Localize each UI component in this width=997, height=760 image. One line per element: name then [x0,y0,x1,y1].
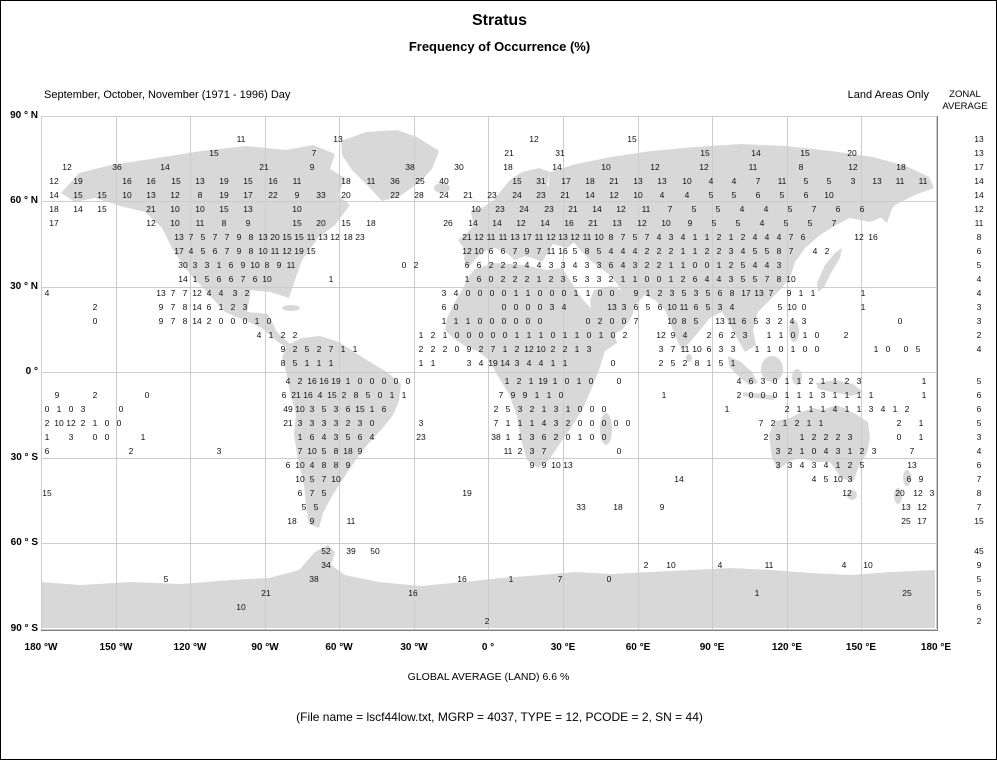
zonal-average-value: 45 [974,546,984,556]
latitude-label: 0 ° [25,366,38,377]
zonal-average-value: 6 [976,602,982,612]
zonal-average-value: 4 [976,274,982,284]
zonal-average-value: 7 [976,502,982,512]
latitude-label: 90 ° N [10,110,38,121]
continent-greenland [341,130,439,201]
map-frame [41,116,938,631]
island-new-zealand-north [903,470,911,486]
island-borneo [761,356,783,382]
zonal-average-value: 9 [976,560,982,570]
zonal-average-value: 8 [976,488,982,498]
longitude-label: 0 ° [481,642,495,653]
island-madagascar [600,413,612,445]
zonal-average-value: 3 [976,432,982,442]
world-map-continents [42,130,935,628]
coverage-label: Land Areas Only [847,89,929,101]
island-new-guinea [816,380,863,396]
island-sulawesi [792,369,802,385]
latitude-label: 60 ° N [10,195,38,206]
latitude-label: 30 ° N [10,281,38,292]
zonal-average-value: 5 [976,376,982,386]
continent-south-america [282,336,401,528]
continent-australia [769,405,870,482]
longitude-label: 120 °W [173,642,207,653]
continent-antarctica [42,545,935,628]
zonal-average-header-line2: AVERAGE [942,101,988,112]
page-subtitle: Frequency of Occurrence (%) [408,39,591,54]
zonal-average-header: ZONAL AVERAGE [936,89,994,113]
island-sumatra [728,356,758,385]
zonal-average-value: 5 [976,418,982,428]
zonal-average-value: 4 [976,344,982,354]
zonal-average-value: 2 [976,330,982,340]
zonal-average-value: 14 [974,176,984,186]
zonal-average-value: 13 [974,134,984,144]
island-japan [817,248,842,292]
longitude-label: 30 °W [400,642,428,653]
longitude-label: 120 °E [771,642,803,653]
period-label: September, October, November (1971 - 199… [44,89,291,101]
longitude-label: 60 °E [625,642,651,653]
zonal-average-value: 5 [976,574,982,584]
zonal-average-value: 3 [976,302,982,312]
island-sri-lanka [686,354,692,362]
longitude-label: 90 °W [251,642,279,653]
zonal-average-value: 11 [974,218,984,228]
longitude-label: 180 °W [24,642,58,653]
latitude-label: 60 ° S [10,537,38,548]
longitude-label: 150 °E [845,642,877,653]
continent-asia [548,144,934,352]
latitude-label: 90 ° S [10,623,38,634]
island-new-zealand-south [894,488,902,504]
island-cuba [282,305,300,311]
zonal-average-header-line1: ZONAL [949,89,981,100]
global-average-label: GLOBAL AVERAGE (LAND) 6.6 % [407,671,570,683]
zonal-average-value: 6 [976,404,982,414]
island-java [743,392,778,400]
zonal-average-value: 8 [976,232,982,242]
zonal-average-value: 17 [974,162,984,172]
island-tasmania [847,490,857,500]
zonal-average-value: 2 [976,616,982,626]
zonal-average-value: 12 [974,204,984,214]
longitude-label: 150 °W [99,642,133,653]
continent-north-america [61,145,350,351]
continent-africa [445,263,617,468]
zonal-average-value: 3 [976,316,982,326]
zonal-average-value: 4 [976,446,982,456]
island-philippines [789,320,799,342]
zonal-average-value: 6 [976,390,982,400]
page-title: Stratus [471,12,528,29]
zonal-average-value: 6 [976,246,982,256]
zonal-average-value: 14 [974,190,984,200]
zonal-average-value: 13 [974,148,984,158]
island-britain [471,207,482,227]
longitude-label: 180 °E [920,642,952,653]
zonal-average-value: 4 [976,288,982,298]
region-kamchatka [879,193,893,223]
file-info-label: (File name = lscf44low.txt, MGRP = 4037,… [296,710,703,724]
longitude-label: 90 °E [699,642,725,653]
longitude-label: 30 °E [550,642,576,653]
zonal-average-value: 7 [976,474,982,484]
zonal-average-value: 15 [974,516,984,526]
island-iceland [434,183,450,193]
zonal-average-value: 5 [976,260,982,270]
zonal-average-value: 5 [976,588,982,598]
latitude-label: 30 ° S [10,452,38,463]
region-arabia [590,286,636,336]
longitude-label: 60 °W [325,642,353,653]
zonal-average-value: 6 [976,460,982,470]
